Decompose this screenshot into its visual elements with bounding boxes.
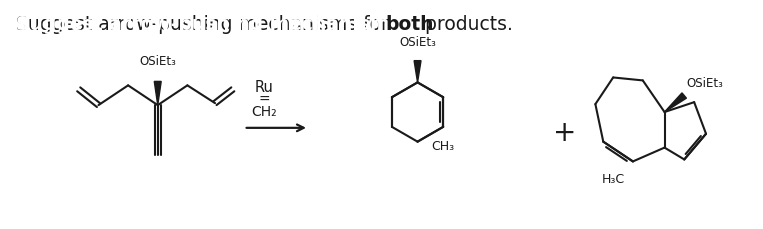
Text: H₃C: H₃C (602, 173, 625, 186)
Text: =: = (259, 93, 270, 107)
Polygon shape (665, 93, 687, 112)
Text: OSiEt₃: OSiEt₃ (686, 76, 723, 90)
Text: OSiEt₃: OSiEt₃ (140, 55, 176, 68)
Text: products.: products. (419, 15, 513, 34)
Text: CH₃: CH₃ (432, 140, 455, 153)
Text: +: + (553, 119, 576, 147)
Text: CH₂: CH₂ (252, 105, 277, 119)
Text: OSiEt₃: OSiEt₃ (399, 36, 436, 49)
Text: Suggest arrow-pushing mechanisms for both: Suggest arrow-pushing mechanisms for bot… (17, 15, 493, 34)
Text: both: both (385, 15, 433, 34)
Text: Ru: Ru (255, 80, 274, 95)
Text: Suggest arrow-pushing mechanisms for: Suggest arrow-pushing mechanisms for (17, 15, 395, 34)
Polygon shape (414, 61, 421, 82)
Polygon shape (154, 81, 161, 105)
